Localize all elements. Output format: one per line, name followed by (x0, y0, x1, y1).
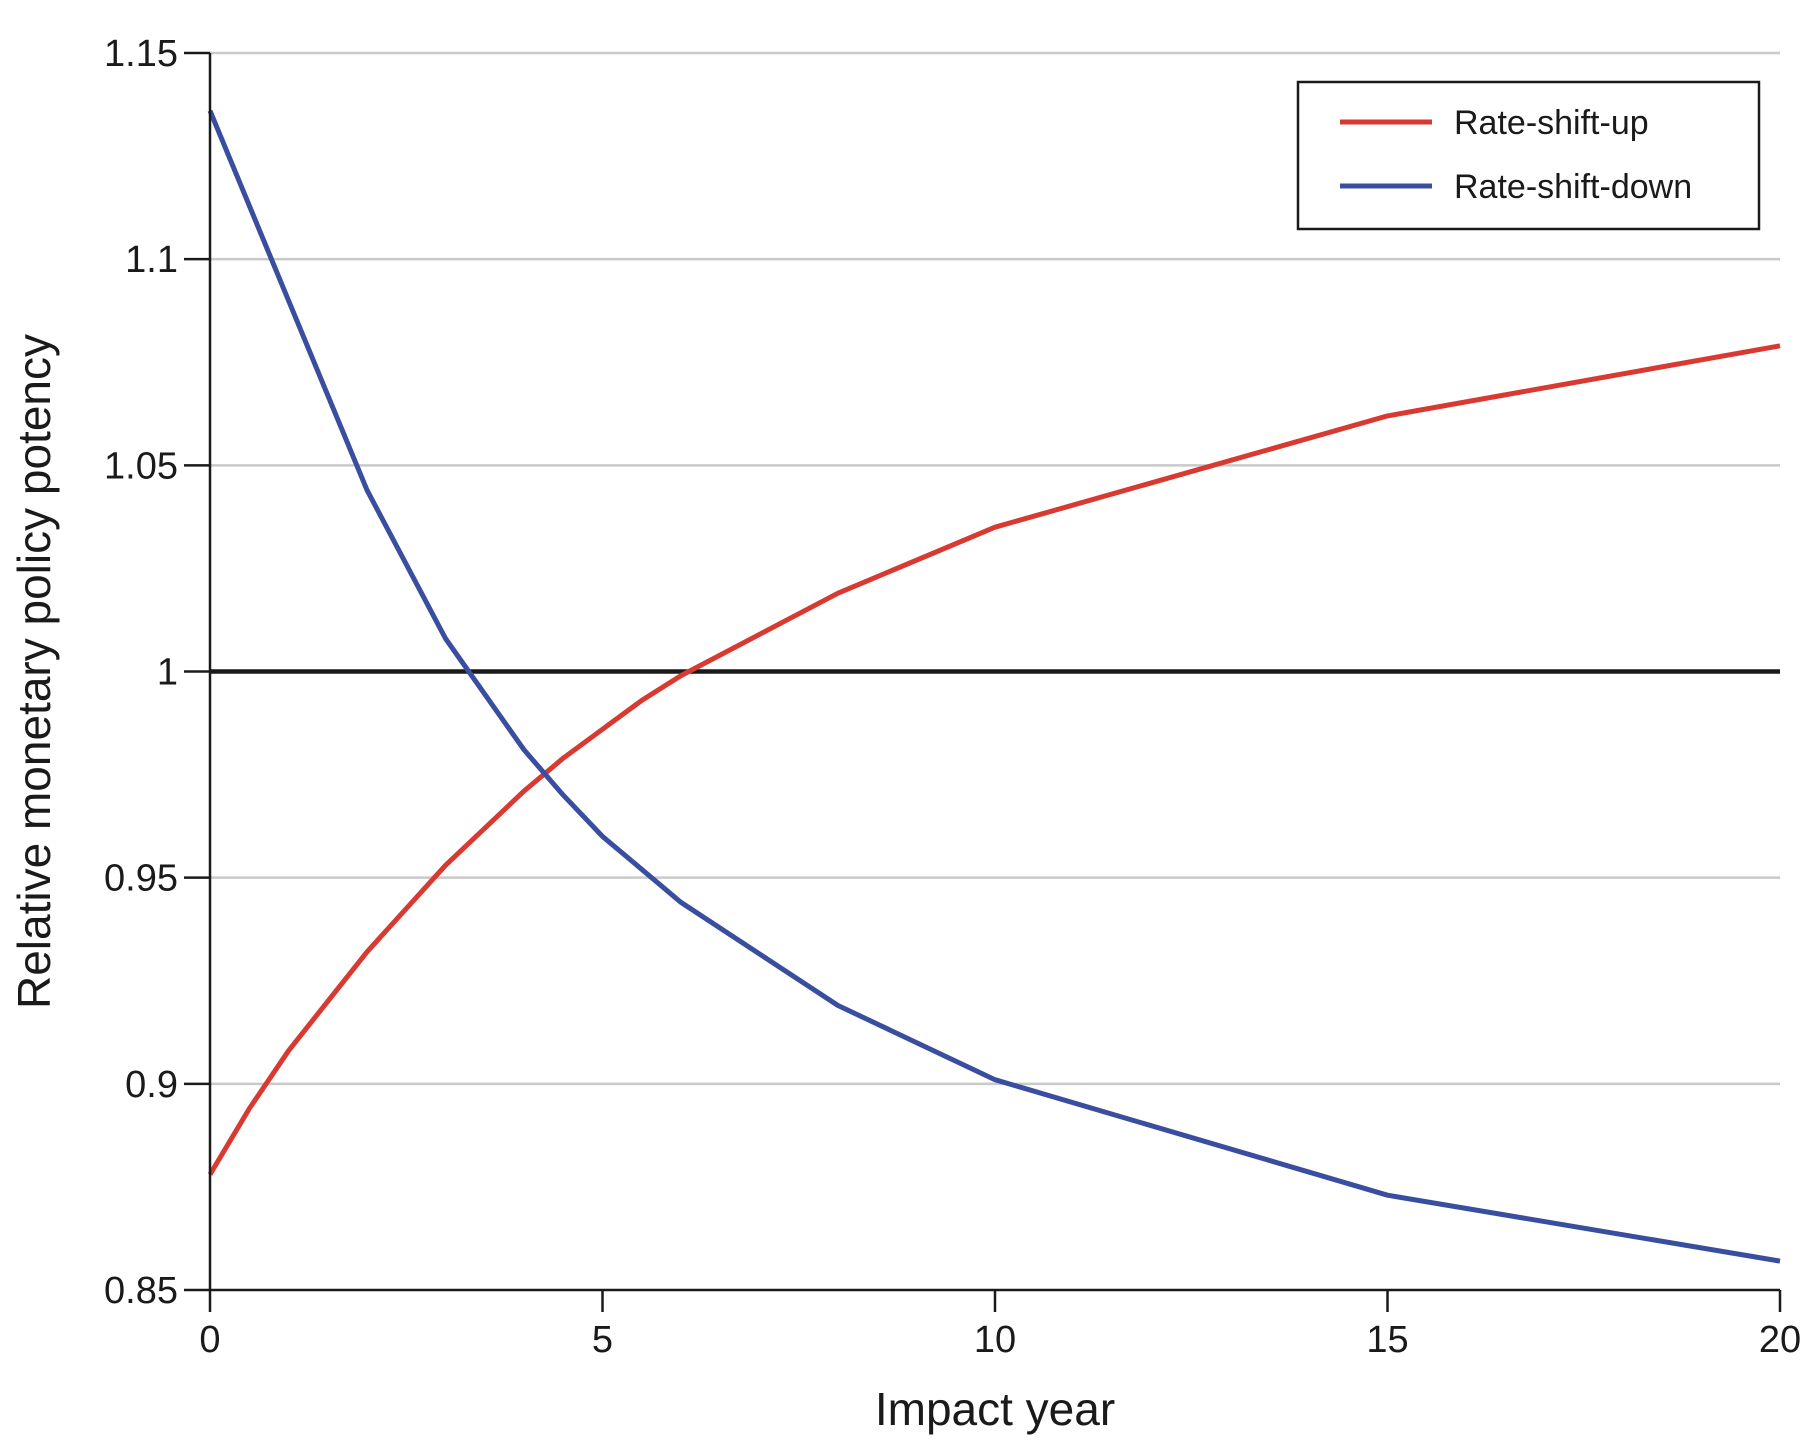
x-tick-label: 15 (1366, 1319, 1408, 1361)
y-tick-label: 1.1 (125, 239, 178, 281)
y-tick-label: 1.15 (104, 33, 178, 75)
y-tick-label: 1 (157, 652, 178, 694)
legend-label: Rate-shift-up (1454, 104, 1649, 142)
series-lines (207, 109, 1781, 1264)
x-tick-label: 10 (974, 1319, 1016, 1361)
series-line-rate-shift-up (207, 343, 1781, 1176)
x-tick-label: 0 (199, 1319, 220, 1361)
y-tick-label: 0.85 (104, 1270, 178, 1312)
legend: Rate-shift-up Rate-shift-down (1296, 80, 1761, 231)
series-line-rate-shift-down (207, 109, 1781, 1264)
y-tick-label: 1.05 (104, 445, 178, 487)
x-tick-label: 20 (1759, 1319, 1801, 1361)
x-axis-ticks: 0 5 10 15 20 (199, 1290, 1801, 1361)
legend-box (1296, 80, 1761, 231)
y-tick-label: 0.9 (125, 1064, 178, 1106)
x-tick-label: 5 (592, 1319, 613, 1361)
legend-label: Rate-shift-down (1454, 168, 1692, 206)
y-axis-title: Relative monetary policy potency (8, 334, 60, 1009)
x-axis-title: Impact year (875, 1383, 1115, 1435)
y-tick-label: 0.95 (104, 858, 178, 900)
y-axis-ticks: 0.85 0.9 0.95 1 1.05 1.1 1.15 (104, 33, 210, 1312)
